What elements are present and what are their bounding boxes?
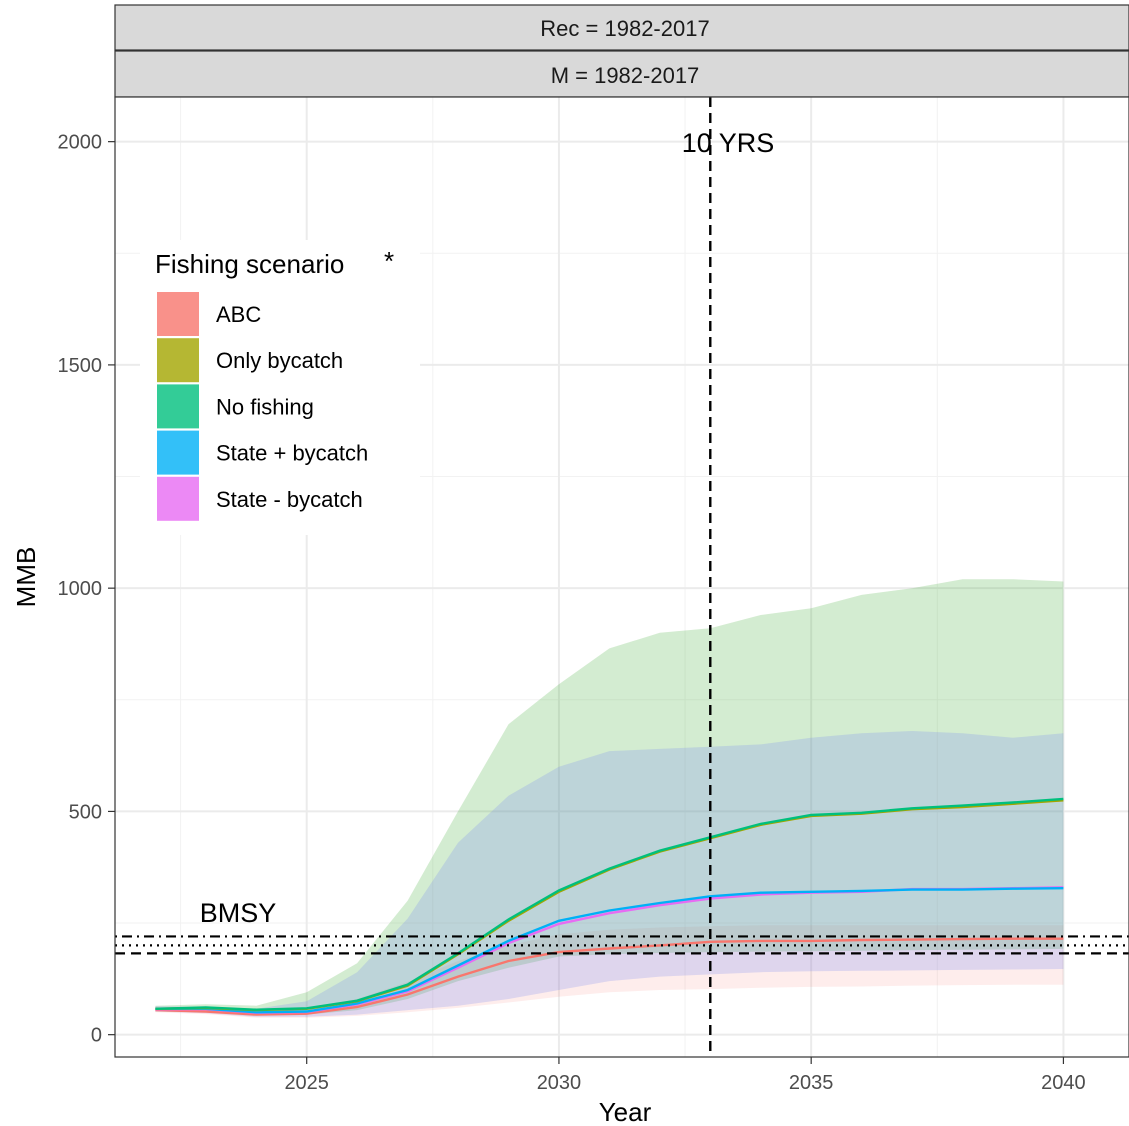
x-tick-label: 2030	[537, 1072, 582, 1094]
legend-title-marker: *	[384, 246, 394, 276]
legend-key-3	[157, 430, 199, 475]
y-axis-title: MMB	[11, 547, 41, 608]
legend-label-1: Only bycatch	[216, 348, 343, 373]
y-axis-ticks: 0 500 1000 1500 2000	[58, 132, 115, 1047]
y-tick-label: 0	[91, 1025, 102, 1047]
ten-years-label: 10 YRS	[682, 128, 775, 158]
y-tick-label: 1500	[58, 355, 103, 377]
plot-panel-border	[114, 96, 1129, 1058]
ribbon-2	[155, 579, 1064, 1015]
median-line-3	[155, 887, 1064, 1014]
facet-strip-rec-bg	[114, 4, 1129, 51]
ribbon-1	[155, 579, 1064, 1015]
legend-label-4: State - bycatch	[216, 487, 363, 512]
legend-label-3: State + bycatch	[216, 441, 368, 466]
median-line-2	[155, 797, 1064, 1011]
legend-key-4	[157, 476, 199, 521]
x-axis-title: Year	[599, 1097, 652, 1126]
facet-strip-rec-label: Rec = 1982-2017	[540, 16, 709, 41]
bmsy-label: BMSY	[200, 898, 277, 928]
median-lines	[155, 797, 1064, 1016]
facet-strip-m-label: M = 1982-2017	[551, 63, 700, 88]
median-line-0	[155, 937, 1064, 1016]
legend: Fishing scenario * ABC Only bycatch No fis…	[140, 240, 420, 535]
facet-strip-m-bg	[114, 50, 1129, 98]
x-tick-label: 2035	[789, 1072, 834, 1094]
x-tick-label: 2025	[284, 1072, 329, 1094]
y-tick-label: 1000	[58, 578, 103, 600]
legend-key-1	[157, 338, 199, 383]
legend-key-2	[157, 384, 199, 429]
y-tick-label: 500	[69, 801, 102, 823]
x-tick-label: 2040	[1041, 1072, 1086, 1094]
x-axis-ticks: 2025 2030 2035 2040	[284, 1057, 1086, 1094]
legend-title: Fishing scenario	[155, 249, 344, 279]
y-tick-label: 2000	[58, 132, 103, 154]
legend-label-0: ABC	[216, 302, 261, 327]
facet-strips: Rec = 1982-2017 M = 1982-2017	[114, 4, 1129, 98]
legend-key-0	[157, 292, 199, 336]
legend-label-2: No fishing	[216, 394, 314, 419]
reference-lines	[115, 97, 1129, 1057]
